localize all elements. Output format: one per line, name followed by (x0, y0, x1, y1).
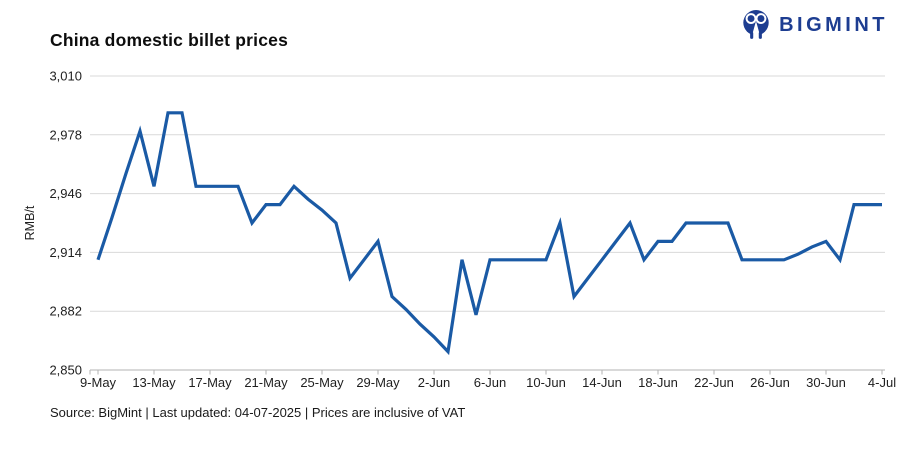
x-tick-label: 30-Jun (806, 375, 846, 390)
x-tick-label: 17-May (188, 375, 232, 390)
x-tick-label: 29-May (356, 375, 400, 390)
y-tick-label: 2,914 (49, 245, 82, 260)
y-tick-label: 2,850 (49, 363, 82, 378)
y-tick-label: 2,978 (49, 127, 82, 142)
x-tick-label: 18-Jun (638, 375, 678, 390)
x-tick-label: 9-May (80, 375, 117, 390)
y-tick-label: 2,946 (49, 186, 82, 201)
x-tick-label: 26-Jun (750, 375, 790, 390)
x-tick-label: 22-Jun (694, 375, 734, 390)
x-tick-label: 21-May (244, 375, 288, 390)
bigmint-logo: BIGMINT (742, 10, 888, 40)
x-tick-label: 25-May (300, 375, 344, 390)
y-tick-label: 2,882 (49, 304, 82, 319)
x-tick-label: 14-Jun (582, 375, 622, 390)
chart-title: China domestic billet prices (50, 30, 289, 50)
source-note: Source: BigMint | Last updated: 04-07-20… (50, 405, 466, 420)
bigmint-logo-icon (742, 10, 770, 40)
chart-area: 2,850 2,882 2,914 2,946 2,978 3,010 9-May 13-Ma… (0, 60, 908, 400)
y-axis-title: RMB/t (23, 205, 37, 240)
x-tick-label: 2-Jun (418, 375, 451, 390)
price-line-chart: 2,850 2,882 2,914 2,946 2,978 3,010 9-May 13-Ma… (23, 69, 896, 391)
x-tick-label: 6-Jun (474, 375, 507, 390)
x-tick-label: 13-May (132, 375, 176, 390)
x-tick-label: 4-Jul (868, 375, 896, 390)
y-tick-label: 3,010 (49, 69, 82, 84)
x-tick-label: 10-Jun (526, 375, 566, 390)
bigmint-logo-text: BIGMINT (779, 13, 888, 36)
price-series-line (96, 111, 882, 356)
